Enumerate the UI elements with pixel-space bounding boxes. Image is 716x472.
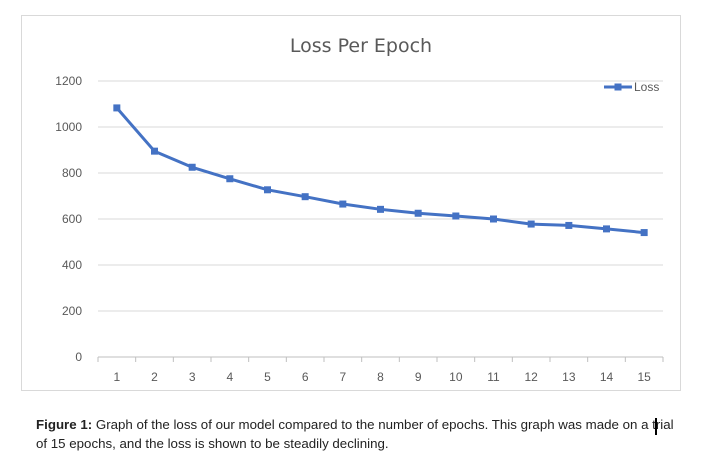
data-point-marker [188,163,196,171]
caption-text: Graph of the loss of our model compared … [36,417,674,451]
x-tick-label: 13 [562,370,576,384]
x-tick-label: 2 [151,370,158,384]
x-tick-label: 5 [264,370,271,384]
x-tick-label: 9 [415,370,422,384]
data-point-marker [414,209,422,217]
y-tick-label: 200 [62,304,82,318]
x-tick-label: 14 [600,370,614,384]
x-tick-label: 15 [637,370,651,384]
x-tick-label: 8 [377,370,384,384]
data-point-marker [565,221,573,229]
x-tick-label: 3 [189,370,196,384]
y-tick-label: 400 [62,258,82,272]
text-cursor [655,418,657,435]
data-point-marker [603,225,610,233]
x-tick-label: 4 [226,370,233,384]
data-point-marker [527,220,535,228]
data-point-marker [640,229,648,237]
data-point-marker [452,212,460,220]
x-tick-label: 1 [113,370,120,384]
y-tick-label: 600 [62,212,82,226]
x-tick-label: 10 [449,370,463,384]
data-point-marker [339,200,347,208]
x-tick-label: 6 [302,370,309,384]
data-point-marker [113,104,121,112]
figure-caption: Figure 1: Graph of the loss of our model… [36,415,676,453]
data-point-marker [264,186,271,194]
caption-label: Figure 1: [36,417,93,432]
legend-swatch-marker [614,83,622,91]
data-point-marker [226,175,234,183]
x-tick-label: 12 [524,370,538,384]
x-tick-label: 11 [487,370,500,384]
chart-title: Loss Per Epoch [290,35,432,57]
data-point-marker [490,215,497,223]
y-tick-label: 1200 [55,74,82,88]
y-tick-label: 1000 [55,120,82,134]
legend-label-loss: Loss [634,80,659,94]
data-point-marker [151,147,158,155]
y-tick-label: 0 [75,350,82,364]
y-tick-label: 800 [62,166,82,180]
data-point-marker [301,193,309,201]
data-point-marker [377,205,384,213]
chart-frame: Loss Per Epoch 0 200 400 600 800 1000 1200 1 2 3 4… [21,15,681,391]
x-tick-label: 7 [339,370,346,384]
